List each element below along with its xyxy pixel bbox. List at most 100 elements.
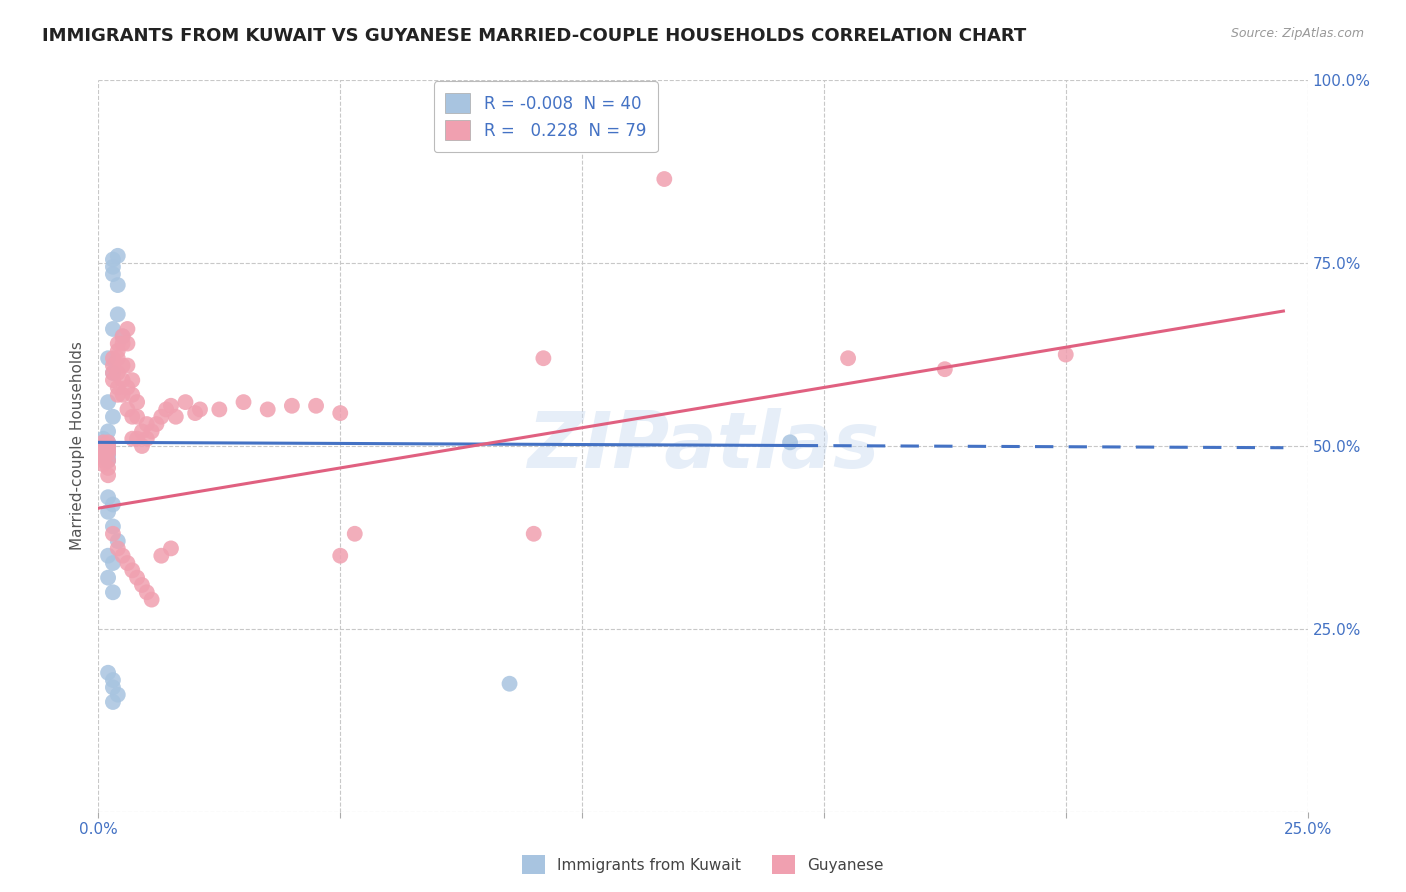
Point xyxy=(498,676,520,690)
Point xyxy=(184,406,207,420)
Point xyxy=(101,526,124,541)
Point xyxy=(101,373,124,387)
Point xyxy=(107,307,129,321)
Point xyxy=(91,435,114,450)
Point xyxy=(131,425,153,439)
Point xyxy=(97,450,120,464)
Point xyxy=(97,351,120,366)
Point xyxy=(117,322,139,336)
Point xyxy=(141,592,163,607)
Point xyxy=(121,563,143,577)
Point xyxy=(117,556,139,570)
Point xyxy=(107,380,129,394)
Point xyxy=(934,362,956,376)
Point xyxy=(127,571,149,585)
Point xyxy=(97,571,120,585)
Text: Source: ZipAtlas.com: Source: ZipAtlas.com xyxy=(1230,27,1364,40)
Text: IMMIGRANTS FROM KUWAIT VS GUYANESE MARRIED-COUPLE HOUSEHOLDS CORRELATION CHART: IMMIGRANTS FROM KUWAIT VS GUYANESE MARRI… xyxy=(42,27,1026,45)
Point xyxy=(91,458,114,472)
Point xyxy=(837,351,859,366)
Point xyxy=(97,549,120,563)
Point xyxy=(343,526,366,541)
Point xyxy=(111,388,134,402)
Point xyxy=(97,439,120,453)
Point xyxy=(141,425,163,439)
Point xyxy=(97,453,120,467)
Legend: Immigrants from Kuwait, Guyanese: Immigrants from Kuwait, Guyanese xyxy=(516,849,890,880)
Point xyxy=(101,673,124,687)
Point xyxy=(97,490,120,504)
Point xyxy=(329,406,352,420)
Point xyxy=(135,417,157,431)
Point xyxy=(101,322,124,336)
Point xyxy=(91,446,114,460)
Point xyxy=(188,402,211,417)
Point xyxy=(107,534,129,549)
Point xyxy=(97,425,120,439)
Point xyxy=(91,446,114,460)
Point xyxy=(97,395,120,409)
Point xyxy=(117,336,139,351)
Point xyxy=(107,388,129,402)
Point xyxy=(97,505,120,519)
Point xyxy=(121,432,143,446)
Point xyxy=(91,442,114,457)
Point xyxy=(107,249,129,263)
Point xyxy=(107,343,129,358)
Point xyxy=(91,439,114,453)
Point xyxy=(101,359,124,373)
Point xyxy=(101,498,124,512)
Point xyxy=(91,442,114,457)
Text: ZIPatlas: ZIPatlas xyxy=(527,408,879,484)
Point xyxy=(111,359,134,373)
Point xyxy=(107,541,129,556)
Point xyxy=(150,409,173,424)
Point xyxy=(97,665,120,680)
Point xyxy=(91,435,114,450)
Point xyxy=(101,366,124,380)
Point xyxy=(97,435,120,450)
Point xyxy=(97,446,120,460)
Point xyxy=(111,329,134,343)
Point xyxy=(160,399,183,413)
Point xyxy=(127,432,149,446)
Point xyxy=(131,439,153,453)
Point xyxy=(97,442,120,457)
Point xyxy=(107,351,129,366)
Point xyxy=(101,681,124,695)
Point xyxy=(111,336,134,351)
Point xyxy=(281,399,304,413)
Point xyxy=(165,409,187,424)
Point xyxy=(111,549,134,563)
Legend: R = -0.008  N = 40, R =   0.228  N = 79: R = -0.008 N = 40, R = 0.228 N = 79 xyxy=(434,81,658,152)
Point xyxy=(111,329,134,343)
Point xyxy=(174,395,197,409)
Point xyxy=(91,432,114,446)
Point xyxy=(531,351,554,366)
Point xyxy=(97,461,120,475)
Point xyxy=(117,402,139,417)
Point xyxy=(101,267,124,281)
Point xyxy=(101,366,124,380)
Point xyxy=(107,688,129,702)
Point xyxy=(329,549,352,563)
Point xyxy=(101,351,124,366)
Point xyxy=(107,336,129,351)
Point xyxy=(111,373,134,387)
Point xyxy=(101,556,124,570)
Point xyxy=(101,409,124,424)
Point xyxy=(127,395,149,409)
Point xyxy=(232,395,254,409)
Point xyxy=(91,453,114,467)
Point xyxy=(97,439,120,453)
Point xyxy=(101,252,124,267)
Point xyxy=(121,373,143,387)
Point xyxy=(97,446,120,460)
Point xyxy=(101,695,124,709)
Point xyxy=(91,450,114,464)
Point xyxy=(155,402,177,417)
Point xyxy=(121,409,143,424)
Point xyxy=(150,549,173,563)
Point xyxy=(97,435,120,450)
Y-axis label: Married-couple Households: Married-couple Households xyxy=(69,342,84,550)
